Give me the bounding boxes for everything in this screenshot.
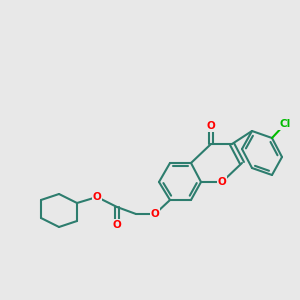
Text: Cl: Cl (279, 119, 291, 129)
Text: O: O (93, 192, 101, 202)
Text: O: O (112, 220, 122, 230)
Text: O: O (207, 121, 215, 131)
Text: O: O (218, 177, 226, 187)
Text: O: O (151, 209, 159, 219)
